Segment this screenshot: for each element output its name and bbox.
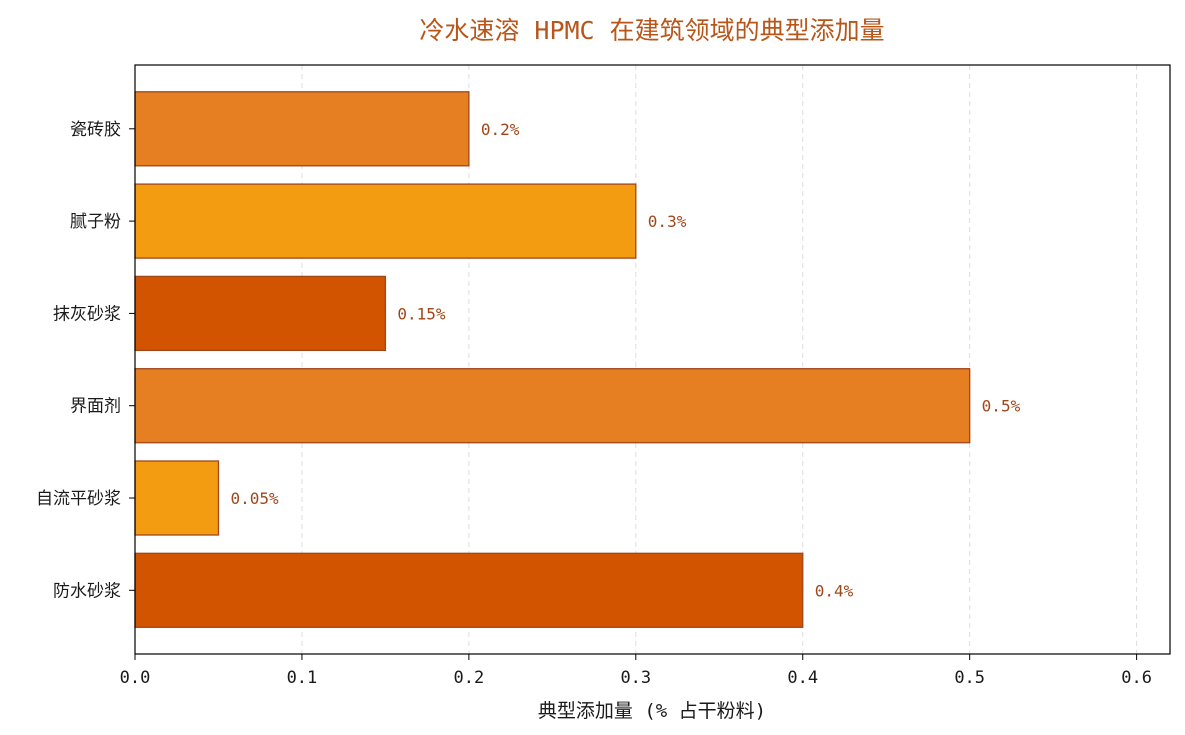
x-tick-label: 0.3	[620, 668, 651, 688]
x-tick-label: 0.2	[454, 668, 485, 688]
bar	[134, 460, 220, 536]
bar	[134, 275, 387, 352]
bar	[134, 368, 971, 444]
bars	[134, 91, 971, 628]
bar-value-label: 0.5%	[982, 397, 1021, 416]
x-axis-label: 典型添加量 (% 占干粉料)	[538, 700, 766, 722]
bar-value-label: 0.3%	[648, 212, 687, 231]
x-tick-label: 0.1	[287, 668, 318, 688]
bar-value-label: 0.4%	[815, 581, 854, 600]
y-tick-label: 界面剂	[70, 397, 121, 417]
y-tick-label: 瓷砖胶	[70, 120, 121, 140]
plot-frame	[134, 64, 1171, 655]
x-tick-label: 0.4	[787, 668, 818, 688]
bar	[134, 552, 804, 628]
x-tick-label: 0.0	[120, 668, 151, 688]
bar	[134, 91, 470, 167]
x-tick-label: 0.6	[1121, 668, 1152, 688]
y-tick-label: 防水砂浆	[53, 581, 121, 601]
x-axis: 0.0 0.1 0.2 0.3 0.4 0.5 0.6	[120, 654, 1152, 688]
y-tick-label: 抹灰砂浆	[53, 304, 121, 324]
y-tick-label: 自流平砂浆	[36, 489, 121, 509]
bar	[134, 183, 637, 259]
data-labels: 0.2% 0.3% 0.15% 0.5% 0.05% 0.4%	[230, 120, 1021, 600]
x-tick-label: 0.5	[954, 668, 985, 688]
y-tick-label: 腻子粉	[70, 212, 121, 232]
chart-title: 冷水速溶 HPMC 在建筑领域的典型添加量	[419, 16, 884, 45]
bar-value-label: 0.15%	[397, 304, 446, 323]
bar-value-label: 0.05%	[230, 489, 279, 508]
bar-value-label: 0.2%	[481, 120, 520, 139]
